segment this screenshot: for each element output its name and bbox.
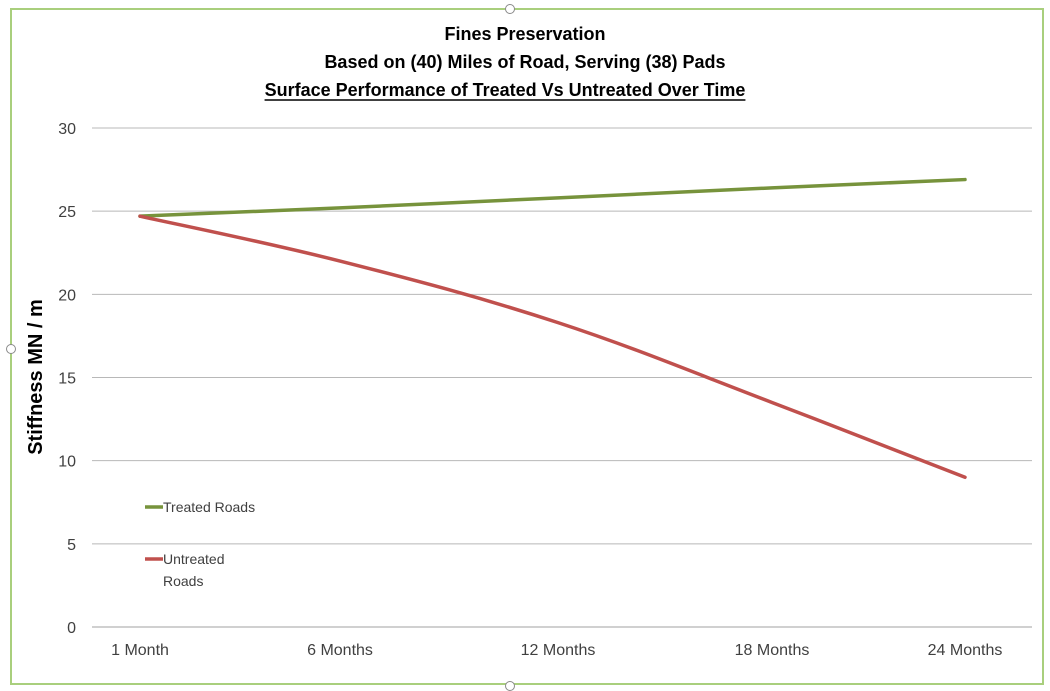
y-tick-label: 25 [58,204,76,221]
y-tick-label: 20 [58,287,76,304]
x-tick-label: 12 Months [521,642,596,659]
x-tick-label: 1 Month [111,642,169,659]
chart-subtitle: Based on (40) Miles of Road, Serving (38… [324,52,725,72]
legend-label-untreated-line1: Untreated [163,551,224,567]
x-tick-label: 18 Months [735,642,810,659]
legend-label-untreated-line2: Roads [163,573,203,589]
chart-subtitle-underlined: Surface Performance of Treated Vs Untrea… [265,80,746,100]
chart-title: Fines Preservation [444,24,605,44]
y-tick-label: 15 [58,371,76,388]
series-line-untreated [140,216,965,477]
y-tick-label: 30 [58,121,76,138]
x-tick-label: 6 Months [307,642,373,659]
y-tick-label: 0 [67,620,76,637]
y-tick-label: 10 [58,454,76,471]
legend-label-treated: Treated Roads [163,499,255,515]
x-tick-label: 24 Months [928,642,1003,659]
y-tick-label: 5 [67,537,76,554]
y-axis-label: Stiffness MN / m [25,299,47,455]
